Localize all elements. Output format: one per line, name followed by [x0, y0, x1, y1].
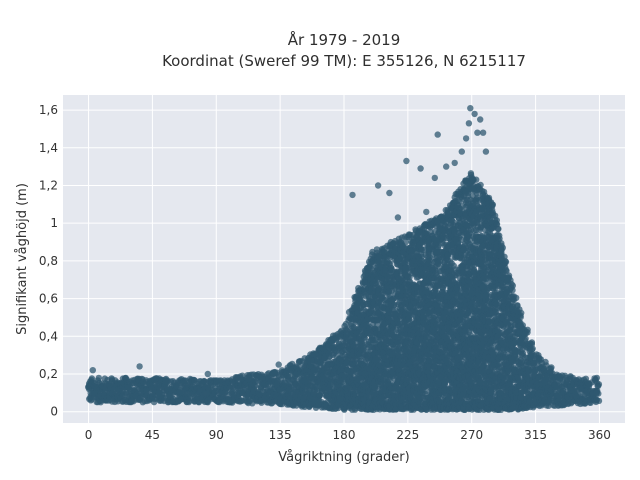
chart-title-line1: År 1979 - 2019 — [288, 30, 401, 49]
data-point — [162, 378, 170, 385]
data-points — [85, 105, 603, 413]
chart-title-line2: Koordinat (Sweref 99 TM): E 355126, N 62… — [162, 52, 526, 70]
data-point — [95, 374, 103, 382]
data-point — [221, 389, 229, 396]
data-point — [185, 398, 192, 406]
data-point — [252, 382, 259, 390]
